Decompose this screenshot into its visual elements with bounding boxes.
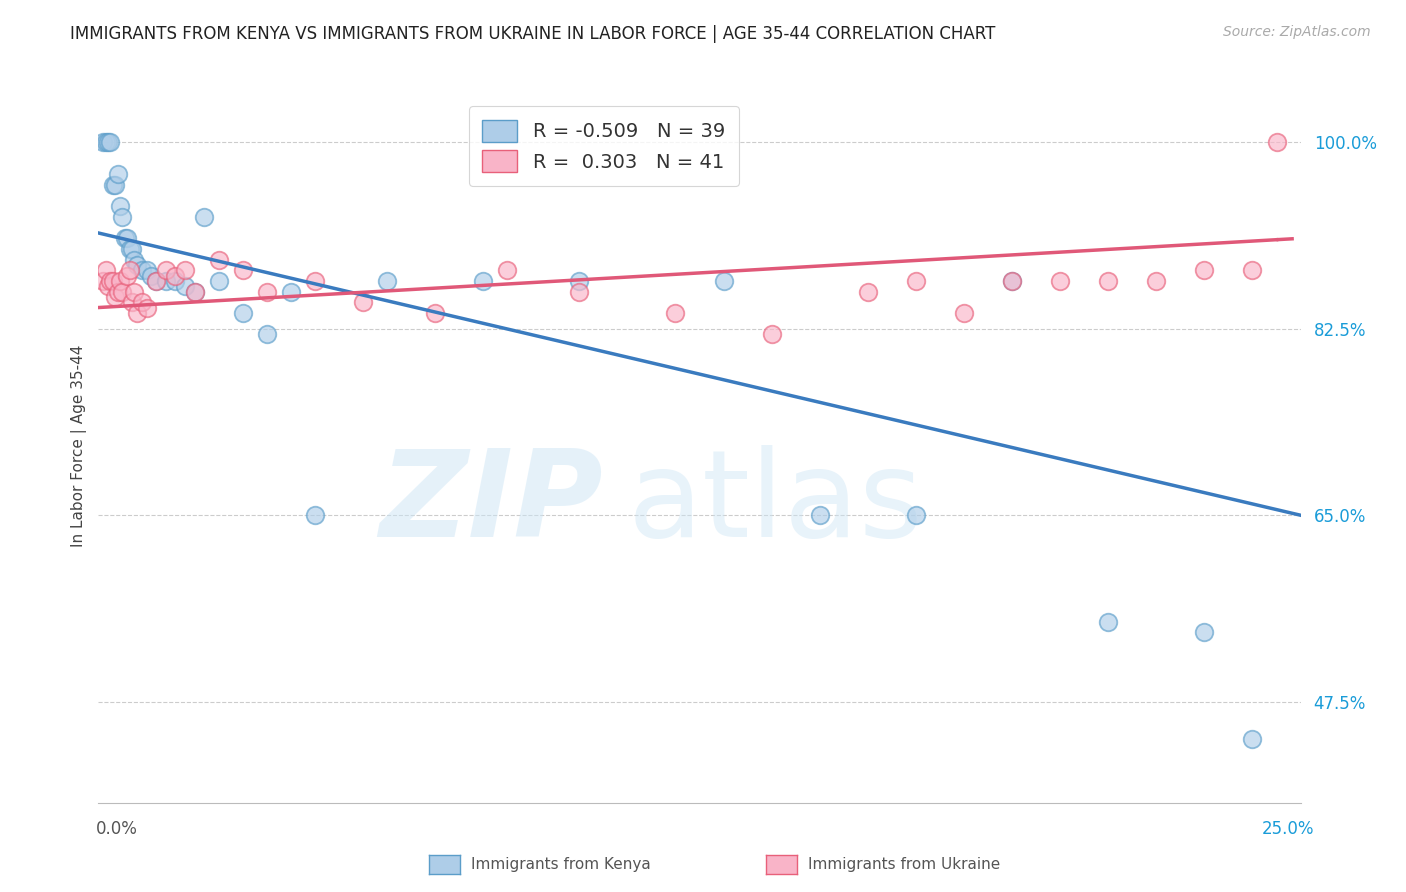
Point (108, 199, 131, 213)
Point (472, 274, 495, 288)
Point (304, 274, 326, 288)
Point (1049, 274, 1071, 288)
Point (121, 295, 143, 310)
Point (1001, 274, 1024, 288)
Text: IMMIGRANTS FROM KENYA VS IMMIGRANTS FROM UKRAINE IN LABOR FORCE | AGE 35-44 CORR: IMMIGRANTS FROM KENYA VS IMMIGRANTS FROM… (70, 25, 995, 43)
Point (208, 252, 231, 267)
Point (713, 274, 735, 288)
Point (101, 178, 124, 192)
Point (208, 274, 231, 288)
Point (174, 279, 197, 293)
Point (423, 306, 446, 320)
Point (135, 301, 157, 315)
Point (131, 295, 153, 310)
Point (91, 274, 114, 288)
Point (131, 263, 153, 277)
Point (183, 285, 205, 299)
Text: atlas: atlas (627, 444, 922, 562)
Point (352, 295, 374, 310)
Point (193, 210, 215, 224)
Point (1265, 136, 1288, 150)
Legend: R = -0.509   N = 39, R =  0.303   N = 41: R = -0.509 N = 39, R = 0.303 N = 41 (468, 106, 738, 186)
Point (568, 274, 591, 288)
Point (125, 306, 148, 320)
Point (135, 263, 157, 277)
Point (664, 306, 686, 320)
Point (304, 508, 326, 523)
Point (124, 285, 146, 299)
Point (145, 274, 167, 288)
Point (232, 263, 254, 277)
Point (904, 274, 927, 288)
Text: Immigrants from Ukraine: Immigrants from Ukraine (808, 857, 1001, 871)
Point (232, 306, 254, 320)
Point (165, 268, 187, 283)
Text: Source: ZipAtlas.com: Source: ZipAtlas.com (1223, 25, 1371, 39)
Point (568, 285, 591, 299)
Point (953, 306, 976, 320)
Point (174, 263, 197, 277)
Point (125, 258, 148, 272)
Point (94, 136, 117, 150)
Point (91, 136, 114, 150)
Point (1194, 263, 1216, 277)
Point (155, 263, 177, 277)
Point (104, 178, 127, 192)
Point (1001, 274, 1024, 288)
Text: Immigrants from Kenya: Immigrants from Kenya (471, 857, 651, 871)
Point (375, 274, 398, 288)
Point (155, 274, 177, 288)
Point (124, 252, 146, 267)
Point (1241, 731, 1264, 746)
Point (1144, 274, 1167, 288)
Text: 0.0%: 0.0% (96, 820, 138, 838)
Point (114, 231, 136, 245)
Point (111, 210, 134, 224)
Point (117, 268, 139, 283)
Point (100, 136, 122, 150)
Point (856, 285, 879, 299)
Point (256, 285, 278, 299)
Point (145, 274, 167, 288)
Point (117, 231, 139, 245)
Point (1097, 615, 1119, 629)
Point (904, 508, 927, 523)
Text: 25.0%: 25.0% (1263, 820, 1315, 838)
Point (104, 290, 127, 304)
Point (1097, 274, 1119, 288)
Text: ZIP: ZIP (380, 444, 603, 562)
Point (761, 327, 783, 342)
Point (107, 168, 129, 182)
Point (97, 279, 120, 293)
Point (101, 274, 124, 288)
Point (94, 263, 117, 277)
Point (256, 327, 278, 342)
Point (183, 285, 205, 299)
Point (808, 508, 831, 523)
Point (100, 274, 122, 288)
Point (118, 242, 141, 256)
Point (280, 285, 302, 299)
Point (108, 274, 131, 288)
Point (1241, 263, 1264, 277)
Y-axis label: In Labor Force | Age 35-44: In Labor Force | Age 35-44 (72, 345, 87, 547)
Point (141, 268, 163, 283)
Point (496, 263, 519, 277)
Point (111, 285, 134, 299)
Point (118, 263, 141, 277)
Point (107, 285, 129, 299)
Point (1194, 625, 1216, 640)
Point (121, 242, 143, 256)
Point (165, 274, 187, 288)
Point (97, 136, 120, 150)
